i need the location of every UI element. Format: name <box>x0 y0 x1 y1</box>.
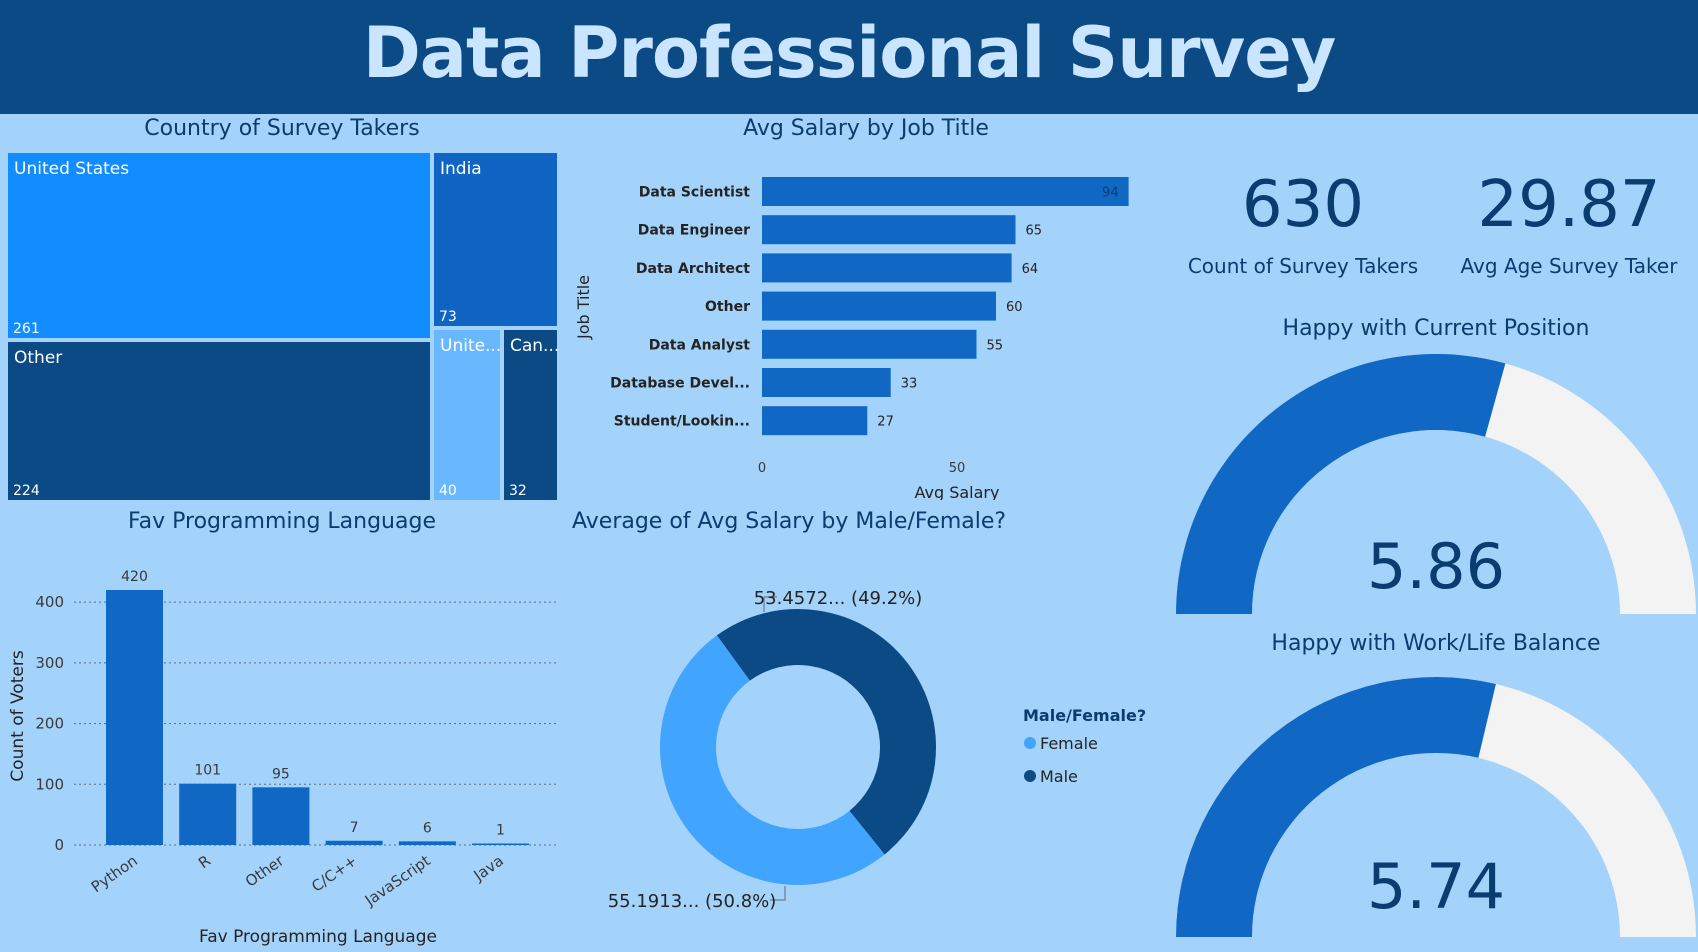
donut-legend-label-male: Male <box>1040 767 1078 786</box>
lang-category-label: C/C++ <box>308 852 360 896</box>
donut-label-female: 55.1913... (50.8%) <box>608 891 777 912</box>
gauge-balance-title: Happy with Work/Life Balance <box>1271 631 1601 656</box>
lang-category-label: Java <box>470 852 507 885</box>
dashboard-title: Data Professional Survey <box>362 12 1337 94</box>
treemap-tile-india[interactable]: India 73 <box>432 151 559 328</box>
kpi-count-label: Count of Survey Takers <box>1187 254 1419 278</box>
lang-bar <box>325 840 383 845</box>
job-category-label: Data Scientist <box>639 185 751 201</box>
tile-value: 32 <box>509 483 527 499</box>
donut-leader-male <box>763 596 777 612</box>
lang-data-label: 95 <box>272 766 290 782</box>
gauge-balance <box>1176 677 1696 937</box>
lang-y-tick: 100 <box>35 775 64 793</box>
donut-legend-label-female: Female <box>1040 734 1098 753</box>
tile-label: Other <box>14 348 63 368</box>
kpi-count-value: 630 <box>1241 168 1365 242</box>
lang-data-label: 6 <box>423 820 432 836</box>
tile-label: Can... <box>510 336 560 356</box>
lang-category-label: JavaScript <box>361 851 434 910</box>
lang-y-tick: 400 <box>35 593 64 611</box>
lang-bar <box>106 590 163 845</box>
job-bar <box>762 177 1129 206</box>
tile-label: India <box>440 159 482 179</box>
donut-legend-title: Male/Female? <box>1023 706 1146 725</box>
job-x-axis-label: Avg Salary <box>915 483 1000 500</box>
header-banner: Data Professional Survey <box>0 0 1698 114</box>
job-bar <box>762 406 868 436</box>
job-bar <box>762 253 1012 283</box>
job-data-label: 33 <box>901 377 918 392</box>
lang-x-axis-label: Fav Programming Language <box>199 927 437 947</box>
job-bar <box>762 215 1016 245</box>
job-chart-title: Avg Salary by Job Title <box>743 116 989 141</box>
job-bar <box>762 368 891 397</box>
job-data-label: 55 <box>987 338 1004 353</box>
job-x-tick: 50 <box>949 461 966 476</box>
tile-value: 40 <box>439 483 457 499</box>
gauge-position-value: 5.86 <box>1366 530 1506 603</box>
tile-value: 73 <box>439 309 457 325</box>
lang-y-tick: 0 <box>54 836 64 854</box>
job-data-label: 60 <box>1006 300 1023 315</box>
lang-y-axis-label: Count of Voters <box>8 650 28 782</box>
salary-gender-donut: 53.4572... (49.2%) 55.1913... (50.8%) Male… <box>608 588 1146 912</box>
kpi-age-label: Avg Age Survey Taker <box>1460 254 1678 278</box>
job-data-label: 27 <box>877 415 894 430</box>
donut-leader-female <box>770 886 786 901</box>
gauge-fill <box>1176 677 1496 937</box>
job-x-tick: 0 <box>758 461 766 476</box>
job-bar <box>762 329 977 359</box>
donut-legend-marker-female <box>1024 737 1036 749</box>
lang-data-label: 420 <box>121 569 148 585</box>
job-category-label: Student/Lookin... <box>614 414 750 430</box>
lang-y-tick: 200 <box>35 715 64 733</box>
gauge-position <box>1176 353 1696 614</box>
job-bar <box>762 291 996 321</box>
job-category-label: Other <box>705 299 750 315</box>
lang-bar <box>252 787 310 845</box>
treemap-tile-united-kingdom[interactable]: Unite... 40 <box>432 328 502 502</box>
lang-data-label: 1 <box>496 823 505 839</box>
gauge-position-title: Happy with Current Position <box>1282 316 1590 341</box>
lang-category-label: R <box>195 852 214 873</box>
lang-category-label: Other <box>242 851 288 891</box>
tile-label: Unite... <box>440 336 502 356</box>
tile-label: United States <box>14 159 130 179</box>
treemap-tile-other[interactable]: Other 224 <box>6 340 432 502</box>
donut-title: Average of Avg Salary by Male/Female? <box>572 509 1007 534</box>
avg-salary-by-job-chart: Data Scientist 94 Data Engineer 65 Data Arch… <box>574 177 1129 500</box>
lang-data-label: 7 <box>350 820 359 836</box>
job-data-label: 64 <box>1022 262 1039 277</box>
lang-data-label: 101 <box>194 763 221 779</box>
language-chart-title: Fav Programming Language <box>128 509 436 534</box>
treemap-tile-canada[interactable]: Can... 32 <box>502 328 559 502</box>
lang-bar <box>472 843 529 845</box>
gauge-balance-value: 5.74 <box>1366 850 1506 923</box>
treemap-tile-united-states[interactable]: United States 261 <box>6 151 432 340</box>
lang-bar <box>398 841 456 845</box>
job-data-label: 65 <box>1026 224 1043 239</box>
job-category-label: Data Engineer <box>638 223 750 239</box>
fav-language-chart: 0 100 200 300 400 420 Python 101 R 95 Other 7 C/C++ 6… <box>8 569 557 947</box>
lang-category-label: Python <box>88 852 141 897</box>
kpi-age-value: 29.87 <box>1477 168 1661 242</box>
lang-bar <box>179 783 237 845</box>
donut-slice-male <box>716 609 936 855</box>
job-category-label: Data Architect <box>636 261 750 277</box>
job-y-axis-label: Job Title <box>574 275 593 340</box>
job-category-label: Data Analyst <box>649 337 751 353</box>
tile-value: 261 <box>13 321 40 337</box>
treemap-title: Country of Survey Takers <box>144 116 420 141</box>
donut-label-male: 53.4572... (49.2%) <box>754 588 923 609</box>
donut-slice-female <box>659 635 885 885</box>
job-data-label: 94 <box>1102 186 1119 201</box>
tile-value: 224 <box>13 483 40 499</box>
lang-y-tick: 300 <box>35 654 64 672</box>
job-category-label: Database Devel... <box>610 376 750 392</box>
gauge-fill <box>1176 353 1506 614</box>
donut-legend-marker-male <box>1024 770 1036 782</box>
